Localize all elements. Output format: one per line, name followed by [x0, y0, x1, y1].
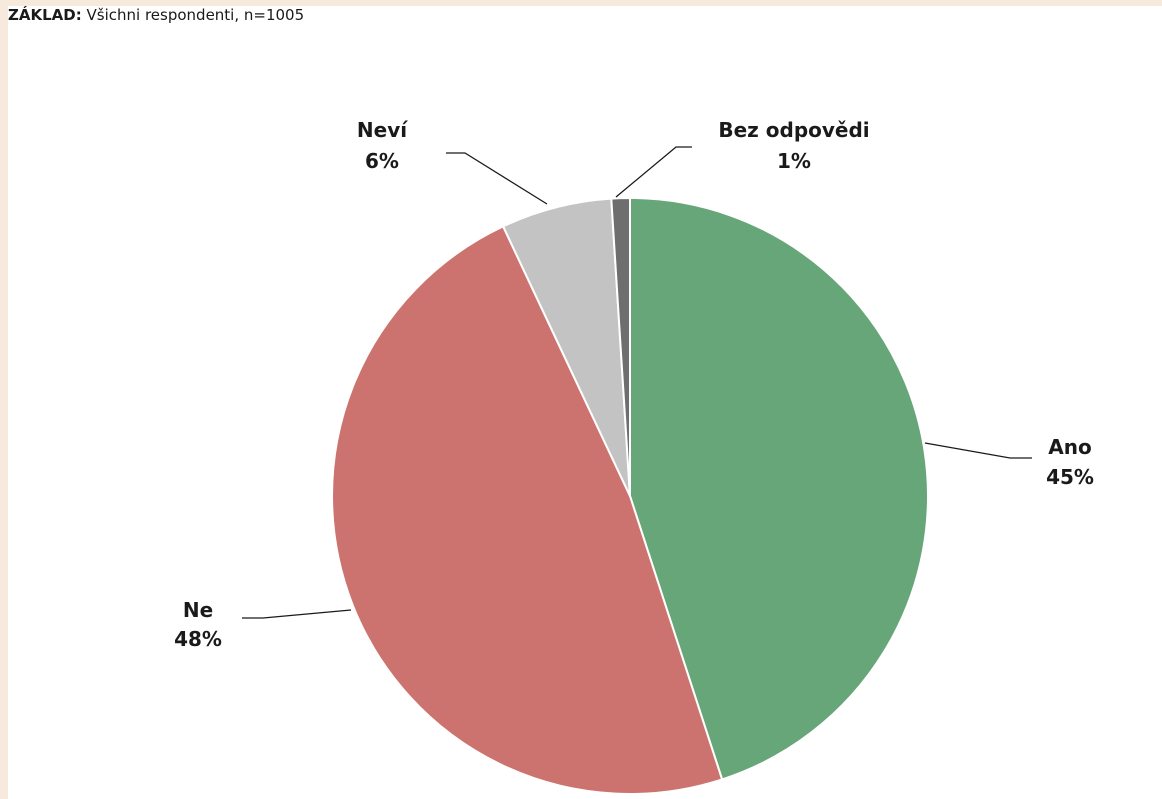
slice-name-label-3: Bez odpovědi	[718, 118, 869, 142]
pie-slice-1	[331, 225, 724, 795]
pie-slice-3	[610, 197, 631, 497]
base-text: Všichni respondenti, n=1005	[86, 6, 305, 24]
leader-line-2	[446, 152, 548, 205]
slice-name-label-2: Neví	[357, 118, 408, 142]
leader-lines	[242, 146, 1032, 619]
slice-labels: Ano 45% Ne 48% Neví 6% Bez odpovědi 1%	[174, 118, 1094, 651]
pie-slice-0	[629, 197, 929, 781]
leader-line-0	[924, 442, 1032, 459]
slice-value-label-1: 48%	[174, 627, 222, 651]
pie-slices	[331, 197, 929, 795]
chart-frame: ZÁKLAD: Všichni respondenti, n=1005 Ano 4…	[8, 6, 1162, 799]
slice-value-label-0: 45%	[1046, 465, 1094, 489]
base-note: ZÁKLAD: Všichni respondenti, n=1005	[8, 6, 304, 24]
pie-chart: Ano 45% Ne 48% Neví 6% Bez odpovědi 1%	[174, 118, 1094, 795]
slice-name-label-0: Ano	[1048, 435, 1091, 459]
slice-name-label-1: Ne	[183, 598, 213, 622]
slice-value-label-2: 6%	[365, 149, 399, 173]
base-label: ZÁKLAD:	[8, 6, 82, 24]
slice-value-label-3: 1%	[777, 149, 811, 173]
leader-line-3	[615, 146, 692, 198]
leader-line-1	[242, 609, 352, 619]
